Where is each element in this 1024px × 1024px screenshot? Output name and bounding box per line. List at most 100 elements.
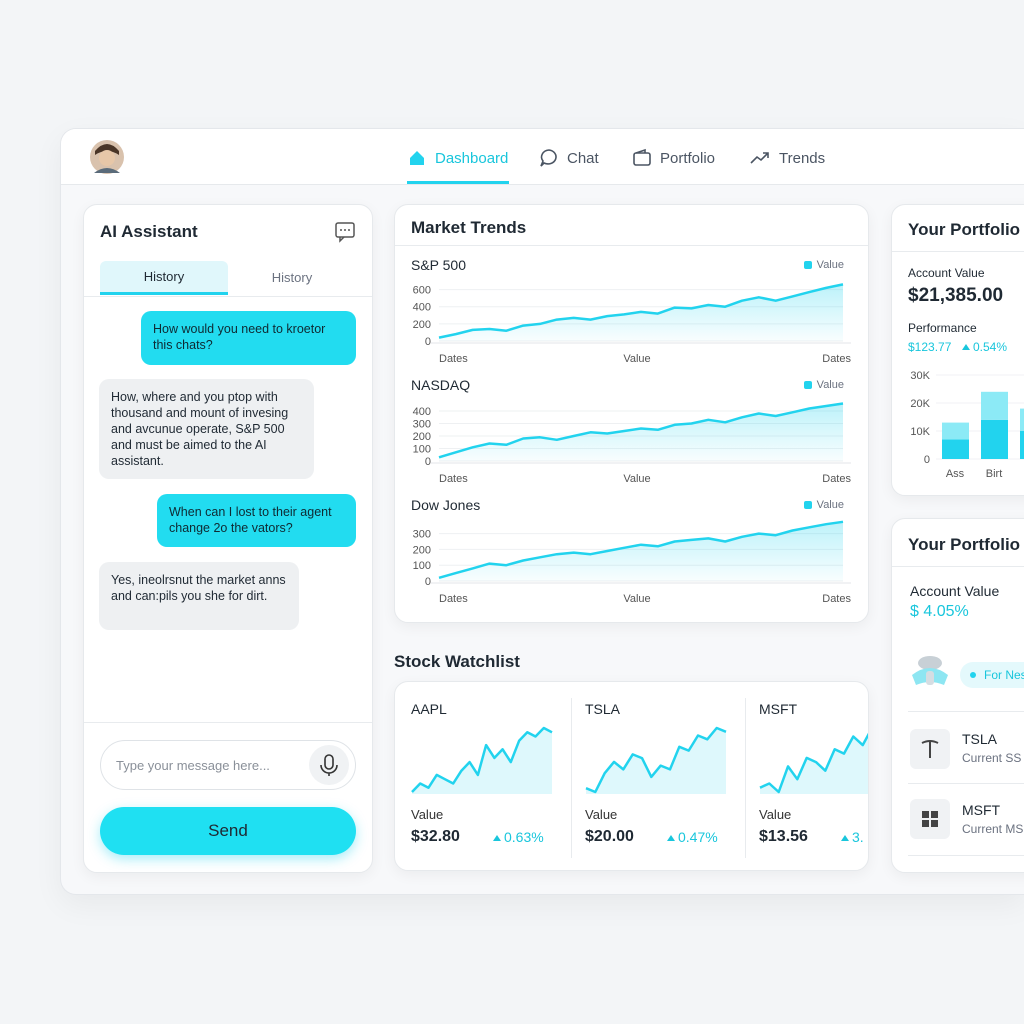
holding-subtitle: Current MS <box>962 822 1024 836</box>
x-axis-label: Value <box>623 353 650 365</box>
sparkline <box>585 726 727 794</box>
portfolio-bar-chart: 0 10K 20K 30K Ass Birt <box>910 370 1024 480</box>
divider <box>908 783 1024 784</box>
line <box>438 520 844 580</box>
price-change: 0.63% <box>493 829 544 845</box>
send-button[interactable]: Send <box>100 807 356 855</box>
line <box>759 732 868 794</box>
tab[interactable]: History <box>100 261 228 295</box>
nav-chat[interactable]: Chat <box>539 148 599 168</box>
legend-label: Value <box>816 379 844 391</box>
y-tick-label: 300 <box>413 529 431 541</box>
line-chart: 0 200 400 600 Dates Value Dates <box>413 283 851 365</box>
chat-icon <box>540 149 557 167</box>
legend-swatch <box>803 261 812 269</box>
divider <box>908 711 1024 712</box>
y-tick-label: 300 <box>413 419 431 431</box>
divider <box>395 245 868 246</box>
chart-name: S&P 500 <box>411 257 467 273</box>
up-arrow <box>667 835 675 841</box>
y-tick-label: 0 <box>425 576 431 588</box>
bar <box>942 422 969 440</box>
area <box>760 735 868 794</box>
mic-button[interactable] <box>308 744 350 786</box>
y-tick-label: 20K <box>910 398 930 410</box>
panel-title: AI Assistant <box>100 222 198 241</box>
stock-symbol: TSLA <box>585 701 621 717</box>
legend: Value <box>803 499 844 511</box>
sparkline <box>759 732 868 794</box>
divider <box>892 566 1024 567</box>
section-title: Stock Watchlist <box>394 652 520 671</box>
nav-trends[interactable]: Trends <box>749 148 825 168</box>
x-axis-label: Dates <box>439 593 468 605</box>
badge-dot <box>970 672 976 678</box>
line <box>438 402 844 459</box>
chart-name: NASDAQ <box>411 377 471 393</box>
logo-glyph <box>922 811 938 827</box>
area <box>586 728 726 794</box>
change-text: 3. <box>852 829 864 845</box>
x-axis-label: Dates <box>822 473 851 485</box>
separator <box>571 698 572 858</box>
price: $32.80 <box>411 828 460 845</box>
stock-symbol: MSFT <box>759 701 798 717</box>
divider <box>84 296 372 297</box>
separator <box>745 698 746 858</box>
robot-icon <box>912 656 948 685</box>
x-axis-label: Value <box>623 593 650 605</box>
nav-label: Portfolio <box>660 149 716 167</box>
chart-name: Dow Jones <box>411 497 481 513</box>
bar <box>981 419 1008 459</box>
trend-chart: Dow Jones Value 0 100 200 300 Dates Value Dates <box>411 495 852 613</box>
logo-glyph <box>921 740 939 758</box>
nav-portfolio[interactable]: Portfolio <box>632 148 715 168</box>
y-tick-label: 400 <box>413 302 431 314</box>
tab[interactable]: History <box>271 270 313 285</box>
avatar[interactable] <box>89 139 125 175</box>
panel-title: Your Portfolio <box>908 535 1021 554</box>
panel-title: Your Portfolio <box>908 220 1021 239</box>
value-label: Value <box>759 807 792 822</box>
message-input[interactable]: Type your message here... <box>100 740 356 790</box>
badge-text: For Nesi <box>984 668 1024 682</box>
watchlist-panel: AAPL Value $32.80 0.63% TSLA Value $20.00 0.47%… <box>394 681 869 871</box>
y-tick-label: 10K <box>910 426 930 438</box>
app-window: Dashboard Chat Portfolio Trends AI Assis… <box>60 128 1024 895</box>
trend-chart: S&P 500 Value 0 200 400 600 Dates Value Dates <box>411 255 852 373</box>
performance-value: $123.77 <box>908 340 952 354</box>
bar <box>942 439 969 459</box>
legend-swatch <box>803 381 812 389</box>
market-trends-panel: Market Trends S&P 500 Value 0 200 400 600 Date… <box>394 204 869 623</box>
y-tick-label: 30K <box>910 370 930 382</box>
user-message: When can I lost to their agent change 2o… <box>157 494 356 547</box>
change-text: 0.63% <box>504 829 544 845</box>
legend: Value <box>803 259 844 271</box>
nav-label: Trends <box>779 149 826 167</box>
y-tick-label: 100 <box>413 444 431 456</box>
line-chart: 0 100 200 300 Dates Value Dates <box>413 520 851 605</box>
nav-label: Chat <box>567 149 599 167</box>
nav-underline <box>407 181 509 184</box>
y-tick-label: 200 <box>413 431 431 443</box>
bar <box>981 391 1008 420</box>
price-change: 0.47% <box>667 829 718 845</box>
y-tick-label: 200 <box>413 544 431 556</box>
price: $13.56 <box>759 828 808 845</box>
x-tick-label: Birt <box>986 468 1003 480</box>
holding-subtitle: Current SS <box>962 751 1022 765</box>
nav-dashboard[interactable]: Dashboard <box>407 148 508 168</box>
value-label: Value <box>585 807 618 822</box>
legend-label: Value <box>816 499 844 511</box>
divider <box>908 855 1024 856</box>
y-tick-label: 200 <box>413 319 431 331</box>
home-icon <box>410 151 424 165</box>
bar <box>1020 408 1024 431</box>
input-placeholder: Type your message here... <box>116 758 270 773</box>
y-tick-label: 400 <box>413 406 431 418</box>
line <box>585 726 727 794</box>
area <box>439 521 843 581</box>
chat-button[interactable] <box>334 221 356 243</box>
y-tick-label: 0 <box>425 456 431 468</box>
